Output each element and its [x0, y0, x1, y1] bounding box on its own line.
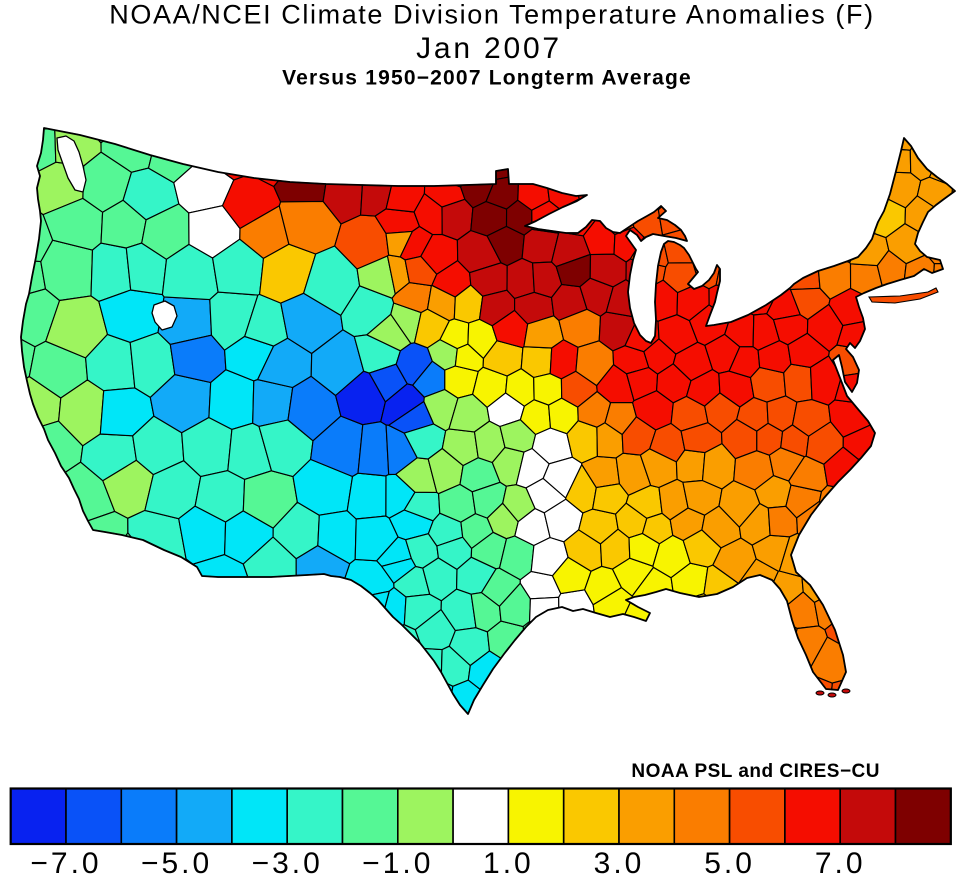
svg-text:7.0: 7.0 — [815, 847, 866, 875]
svg-text:−5.0: −5.0 — [141, 847, 212, 875]
svg-text:−3.0: −3.0 — [252, 847, 323, 875]
svg-text:3.0: 3.0 — [594, 847, 645, 875]
svg-text:1.0: 1.0 — [483, 847, 534, 875]
svg-text:5.0: 5.0 — [704, 847, 755, 875]
svg-text:NOAA/NCEI Climate Division Tem: NOAA/NCEI Climate Division Temperature A… — [109, 0, 874, 30]
svg-text:−7.0: −7.0 — [30, 847, 101, 875]
svg-text:Versus 1950−2007 Longterm Aver: Versus 1950−2007 Longterm Average — [282, 67, 692, 90]
svg-text:−1.0: −1.0 — [362, 847, 433, 875]
svg-text:Jan 2007: Jan 2007 — [416, 32, 562, 65]
svg-text:NOAA PSL and CIRES−CU: NOAA PSL and CIRES−CU — [631, 761, 880, 782]
